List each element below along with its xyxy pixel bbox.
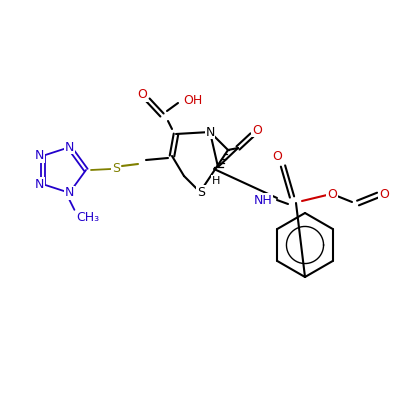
Text: O: O <box>137 88 147 102</box>
Text: NH: NH <box>254 194 272 206</box>
Text: O: O <box>379 188 389 202</box>
Text: O: O <box>327 188 337 202</box>
Text: O: O <box>272 150 282 162</box>
Text: H: H <box>212 176 220 186</box>
Text: N: N <box>65 141 74 154</box>
Text: N: N <box>35 178 44 191</box>
Text: N: N <box>65 186 74 199</box>
Text: CH₃: CH₃ <box>76 211 99 224</box>
Text: S: S <box>197 186 205 198</box>
Text: OH: OH <box>183 94 203 108</box>
Text: N: N <box>35 149 44 162</box>
Text: S: S <box>112 162 120 174</box>
Text: N: N <box>205 126 215 138</box>
Text: O: O <box>252 124 262 136</box>
